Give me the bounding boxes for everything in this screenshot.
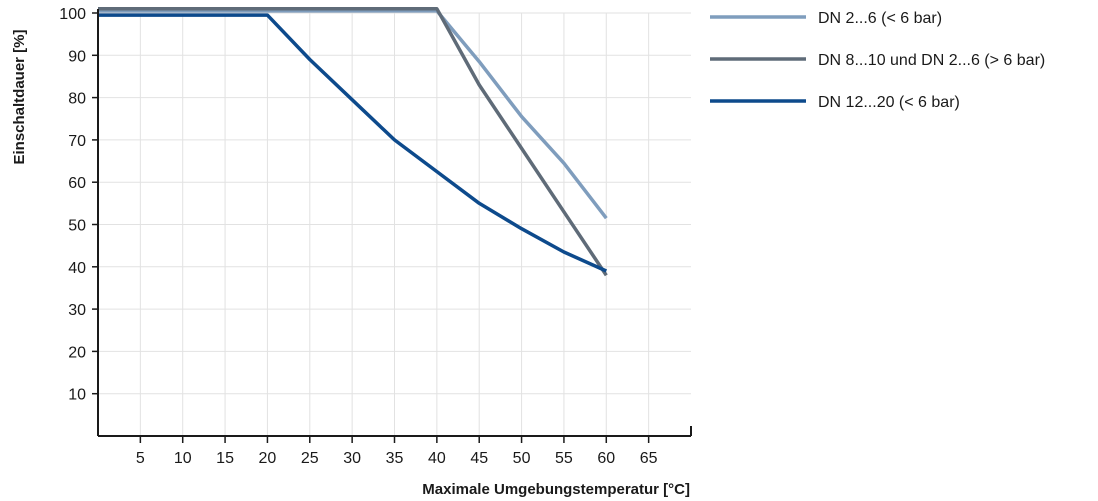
y-tick-label: 70 bbox=[68, 133, 86, 150]
x-tick-label: 5 bbox=[136, 450, 145, 467]
x-tick-label: 50 bbox=[513, 450, 531, 467]
y-tick-label: 40 bbox=[68, 260, 86, 277]
y-tick-label: 50 bbox=[68, 218, 86, 235]
x-tick-label: 30 bbox=[343, 450, 361, 467]
y-tick-label: 90 bbox=[68, 48, 86, 65]
legend-label-3: DN 12...20 (< 6 bar) bbox=[818, 94, 960, 111]
legend-label-1: DN 2...6 (< 6 bar) bbox=[818, 10, 942, 27]
y-tick-label: 80 bbox=[68, 91, 86, 108]
tick-labels: 5 10 15 20 25 30 35 40 45 50 55 60 65 10 20 30 40 50 60 70 8… bbox=[59, 6, 657, 467]
x-tick-label: 10 bbox=[174, 450, 192, 467]
x-tick-label: 25 bbox=[301, 450, 319, 467]
y-tick-label: 60 bbox=[68, 175, 86, 192]
series-line-3 bbox=[98, 13, 608, 273]
y-tick-label: 30 bbox=[68, 302, 86, 319]
x-tick-label: 20 bbox=[259, 450, 277, 467]
x-tick-label: 15 bbox=[216, 450, 234, 467]
legend-label-2: DN 8...10 und DN 2...6 (> 6 bar) bbox=[818, 52, 1045, 69]
series-lines bbox=[98, 7, 608, 277]
x-tick-label: 45 bbox=[470, 450, 488, 467]
x-tick-label: 40 bbox=[428, 450, 446, 467]
grid-lines bbox=[98, 12, 691, 436]
y-axis-title: Einschaltdauer [%] bbox=[11, 29, 28, 164]
x-tick-label: 55 bbox=[555, 450, 573, 467]
x-tick-label: 65 bbox=[640, 450, 658, 467]
series-line-1 bbox=[98, 9, 608, 220]
y-tick-label: 20 bbox=[68, 344, 86, 361]
axes bbox=[92, 9, 692, 443]
x-tick-label: 60 bbox=[597, 450, 615, 467]
x-tick-label: 35 bbox=[386, 450, 404, 467]
y-tick-label: 100 bbox=[59, 6, 86, 23]
series-line-2 bbox=[98, 7, 608, 277]
legend: DN 2...6 (< 6 bar) DN 8...10 und DN 2...6… bbox=[710, 10, 1045, 111]
y-tick-label: 10 bbox=[68, 387, 86, 404]
x-axis-title: Maximale Umgebungstemperatur [°C] bbox=[422, 481, 690, 498]
